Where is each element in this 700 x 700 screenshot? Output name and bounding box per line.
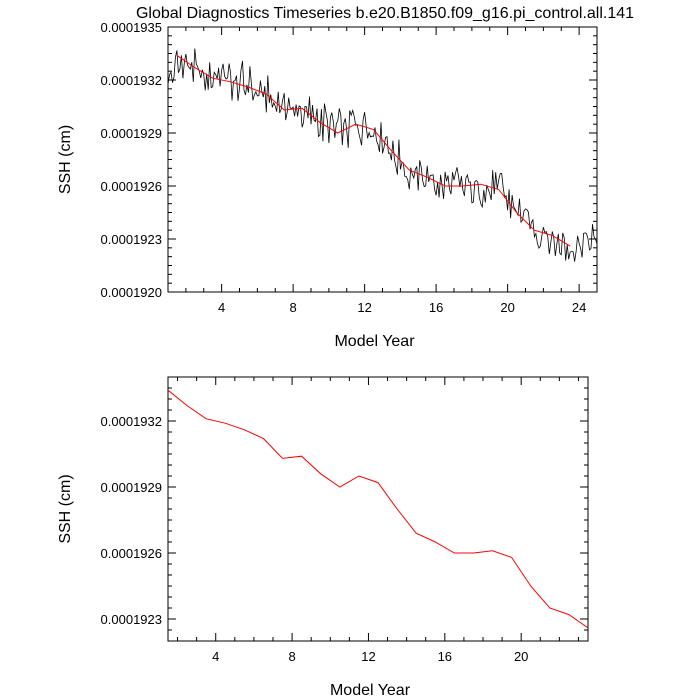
x-tick-label: 16 [429,300,443,315]
plot-frame [167,376,589,642]
y-tick-label: 0.0001926 [101,179,162,194]
y-tick-label: 0.0001920 [101,285,162,300]
y-tick-label: 0.0001929 [101,126,162,141]
series-line-monthly [168,48,597,262]
y-tick-label: 0.0001932 [101,73,162,88]
x-tick-label: 12 [361,649,375,664]
y-tick-label: 0.0001923 [101,612,162,627]
x-tick-label: 12 [357,300,371,315]
plot-frame [167,26,598,293]
x-tick-label: 8 [288,649,295,664]
x-axis-label: Model Year [330,682,411,699]
series-line-smoothed [176,54,571,247]
y-tick-label: 0.0001926 [101,546,162,561]
x-tick-label: 16 [438,649,452,664]
x-tick-label: 20 [500,300,514,315]
x-tick-label: 4 [212,649,219,664]
series-line-annual-mean [168,389,588,629]
x-tick-label: 24 [572,300,586,315]
y-tick-label: 0.0001923 [101,232,162,247]
top-panel: 4 8 12 16 20 24 0.0001920 0.0001923 0.0001926 0.0… [57,20,598,350]
y-tick-label: 0.0001932 [101,414,162,429]
y-tick-label: 0.0001935 [101,20,162,35]
x-tick-label: 8 [290,300,297,315]
chart-title: Global Diagnostics Timeseries b.e20.B185… [136,5,634,22]
x-tick-label: 4 [218,300,225,315]
y-tick-label: 0.0001929 [101,480,162,495]
x-axis-label: Model Year [334,333,415,350]
bottom-panel: 4 8 12 16 20 0.0001923 0.0001926 0.0001929 0.000… [57,376,589,699]
x-tick-label: 20 [514,649,528,664]
y-axis-label: SSH (cm) [57,125,74,194]
y-axis-label: SSH (cm) [57,474,74,543]
